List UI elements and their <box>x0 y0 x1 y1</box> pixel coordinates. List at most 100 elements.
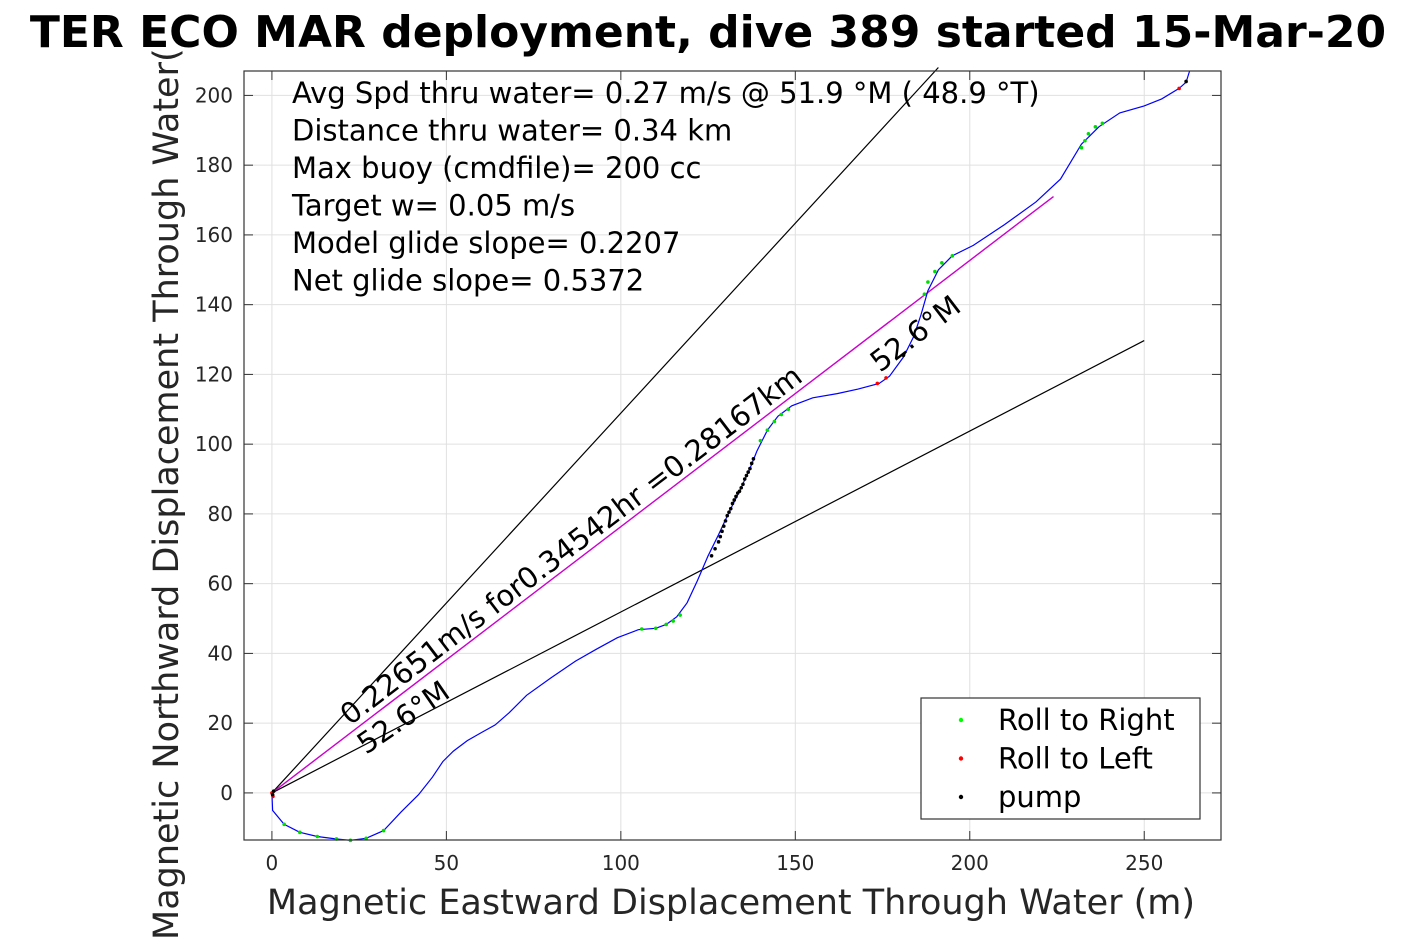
pump-marker <box>748 466 752 471</box>
x-tick-label: 150 <box>776 851 814 875</box>
roll-right-marker <box>282 822 286 827</box>
pump-marker <box>721 524 726 528</box>
glider-track-line <box>271 70 1191 841</box>
legend-marker <box>958 794 964 800</box>
pump-marker <box>732 498 737 502</box>
pump-marker <box>723 519 728 523</box>
y-tick-label: 200 <box>195 83 233 107</box>
dive-track-series <box>271 70 1191 841</box>
pump-marker <box>270 792 275 797</box>
roll-left-marker <box>1177 86 1181 91</box>
legend: Roll to Right Roll to Left pump <box>920 697 1201 820</box>
roll-right-marker <box>779 412 784 417</box>
y-tick-label: 20 <box>208 711 233 735</box>
pump-marker <box>751 457 756 461</box>
heading-cone-line <box>271 340 1145 794</box>
roll-right-marker <box>1093 125 1098 129</box>
info-line: Max buoy (cmdfile)= 200 cc <box>292 151 701 185</box>
pump-marker <box>1184 79 1188 84</box>
roll-right-marker <box>315 834 320 839</box>
roll-right-marker <box>1086 131 1091 136</box>
x-tick-label: 250 <box>1125 851 1163 875</box>
roll-right-marker <box>678 613 682 617</box>
info-line: Net glide slope= 0.5372 <box>292 264 644 298</box>
roll-right-marker <box>926 280 930 284</box>
mean-track-line <box>271 195 1054 794</box>
legend-label: pump <box>998 780 1081 814</box>
plot-area: 0 50 100 150 200 250 0 20 40 60 80 100 120 140 160 180 2… <box>195 67 1222 875</box>
y-axis-label: Magnetic Northward Displacement Through … <box>147 48 187 940</box>
pump-marker <box>901 353 906 358</box>
y-tick-label: 40 <box>208 641 233 665</box>
roll-right-marker <box>765 428 770 433</box>
pump-marker <box>271 789 276 793</box>
roll-left-marker <box>875 381 880 386</box>
roll-right-marker <box>772 419 777 424</box>
info-line: Avg Spd thru water= 0.27 m/s @ 51.9 °M (… <box>292 76 1040 110</box>
pump-marker <box>725 513 730 518</box>
chart-title: TER ECO MAR deployment, dive 389 started… <box>30 7 1386 58</box>
info-line: Distance thru water= 0.34 km <box>292 114 732 148</box>
pump-marker <box>709 553 714 558</box>
pump-marker <box>728 506 733 511</box>
pump-marker <box>727 510 731 514</box>
pump-marker <box>741 482 745 487</box>
y-tick-label: 0 <box>220 781 233 805</box>
roll-right-marker <box>940 261 944 265</box>
plot-frame <box>243 70 1222 841</box>
roll-right-marker <box>653 626 658 631</box>
roll-right-marker <box>933 269 937 274</box>
x-tick-label: 200 <box>951 851 989 875</box>
roll-right-marker <box>1079 145 1084 150</box>
pump-marker <box>718 534 723 539</box>
info-line: Target w= 0.05 m/s <box>291 189 575 223</box>
x-tick-label: 100 <box>602 851 640 875</box>
pump-marker <box>716 540 721 544</box>
roll-right-marker <box>1100 121 1105 126</box>
legend-marker <box>958 756 964 761</box>
roll-right-marker <box>639 627 644 631</box>
y-tick-label: 80 <box>208 502 233 526</box>
legend-label: Roll to Right <box>998 703 1175 737</box>
y-tick-label: 120 <box>195 362 233 386</box>
roll-right-marker <box>1083 138 1087 143</box>
roll-right-marker <box>381 828 386 833</box>
y-tick-label: 160 <box>195 223 233 247</box>
y-tick-label: 60 <box>208 572 233 596</box>
pump-marker <box>746 470 751 474</box>
dive-statistics-block: Avg Spd thru water= 0.27 m/s @ 51.9 °M (… <box>291 76 1040 298</box>
heading-cone-line <box>271 67 939 794</box>
mean-heading-line <box>271 195 1054 794</box>
roll-right-marker <box>950 254 955 258</box>
legend-label: Roll to Left <box>998 742 1153 776</box>
pump-marker <box>744 473 749 478</box>
pump-marker <box>737 489 742 494</box>
y-tick-label: 140 <box>195 293 233 317</box>
roll-right-marker <box>922 292 927 297</box>
x-axis-label: Magnetic Eastward Displacement Through W… <box>267 883 1195 923</box>
y-tick-label: 180 <box>195 153 233 177</box>
pump-marker <box>730 501 735 506</box>
legend-marker <box>958 717 964 723</box>
roll-right-marker <box>671 619 675 623</box>
pump-marker <box>742 477 747 481</box>
roll-right-marker <box>758 438 763 443</box>
roll-left-marker <box>884 376 888 380</box>
legend-box <box>920 697 1201 820</box>
roll-right-marker <box>786 407 791 412</box>
roll-right-marker <box>364 836 368 841</box>
pump-marker <box>734 494 738 499</box>
pump-marker <box>720 529 724 534</box>
axis-ticks: 0 50 100 150 200 250 0 20 40 60 80 100 120 140 160 180 2… <box>195 71 1221 875</box>
roll-right-marker <box>298 830 302 835</box>
roll-right-marker <box>664 622 669 627</box>
info-line: Model glide slope= 0.2207 <box>292 226 680 260</box>
x-tick-label: 50 <box>434 851 459 875</box>
y-tick-label: 100 <box>195 432 233 456</box>
pump-marker <box>713 546 717 551</box>
pump-marker <box>749 461 754 466</box>
x-tick-label: 0 <box>266 851 279 875</box>
pump-marker <box>739 485 744 490</box>
cone-lines <box>271 67 1145 794</box>
